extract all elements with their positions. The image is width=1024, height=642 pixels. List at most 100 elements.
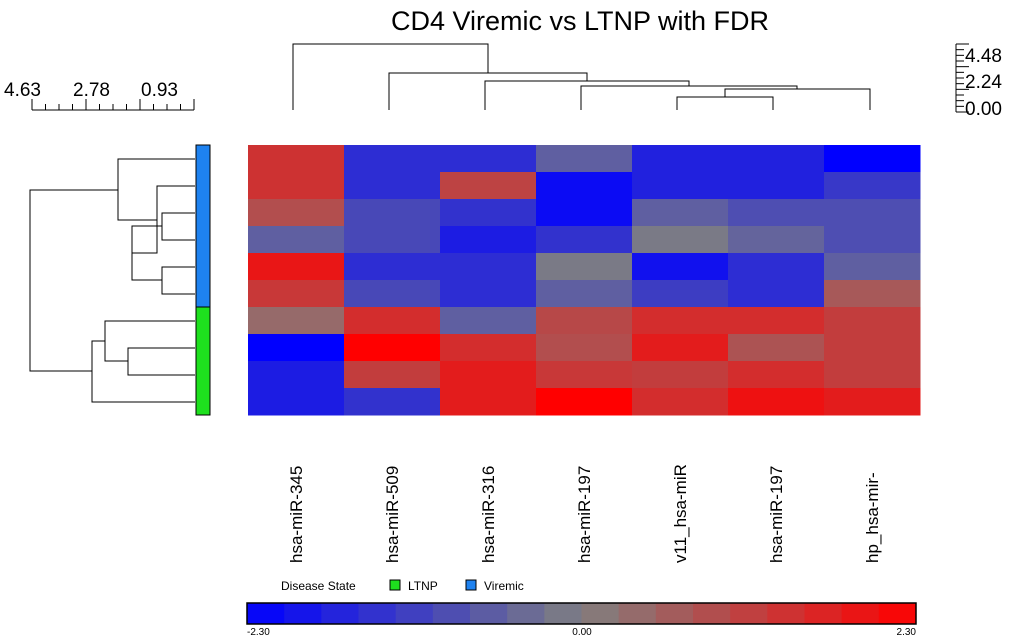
heatmap-cell bbox=[824, 334, 921, 362]
heatmap-cell bbox=[824, 199, 921, 227]
heatmap-cell bbox=[536, 253, 633, 281]
row-distance-scale: 4.63 2.78 0.93 bbox=[4, 80, 195, 111]
heatmap-cell bbox=[344, 172, 441, 200]
heatmap-cell bbox=[440, 280, 537, 308]
heatmap-cell bbox=[344, 307, 441, 335]
heatmap-cell bbox=[728, 172, 825, 200]
column-label: hsa-miR-345 bbox=[287, 466, 306, 563]
heatmap-cell bbox=[728, 253, 825, 281]
legend-swatch-viremic bbox=[465, 579, 477, 591]
heatmap-cell bbox=[440, 199, 537, 227]
heatmap-cell bbox=[440, 334, 537, 362]
col-scale-label: 4.48 bbox=[965, 46, 1002, 67]
heatmap-cell bbox=[248, 307, 345, 335]
column-label: hsa-miR-197 bbox=[575, 466, 594, 563]
col-scale-label: 0.00 bbox=[965, 99, 1002, 120]
heatmap-cell bbox=[248, 145, 345, 173]
heatmap-cell bbox=[632, 226, 729, 254]
heatmap-cell bbox=[440, 172, 537, 200]
color-scale-step bbox=[878, 603, 917, 624]
heatmap-cell bbox=[536, 145, 633, 173]
row-scale-label: 0.93 bbox=[141, 80, 178, 101]
group-strip-segment bbox=[195, 306, 211, 416]
group-strip bbox=[195, 144, 211, 416]
legend-label-viremic: Viremic bbox=[484, 579, 524, 593]
heatmap-cell bbox=[536, 280, 633, 308]
color-scale-step bbox=[804, 603, 843, 624]
color-scale-step bbox=[655, 603, 694, 624]
column-label: hsa-miR-197 bbox=[767, 466, 786, 563]
heatmap-cell bbox=[248, 172, 345, 200]
heatmap-cell bbox=[536, 172, 633, 200]
heatmap-cell bbox=[728, 145, 825, 173]
heatmap-cell bbox=[344, 361, 441, 389]
heatmap-cell bbox=[344, 388, 441, 416]
column-distance-scale: 4.48 2.24 0.00 bbox=[955, 43, 1002, 120]
heatmap-cell bbox=[824, 253, 921, 281]
heatmap-cell bbox=[728, 226, 825, 254]
heatmap-cell bbox=[824, 307, 921, 335]
heatmap-cell bbox=[344, 253, 441, 281]
column-label: v11_hsa-miR bbox=[671, 464, 690, 563]
heatmap-cell bbox=[824, 388, 921, 416]
column-label: hsa-miR-316 bbox=[479, 466, 498, 563]
heatmap-cell bbox=[728, 361, 825, 389]
color-scale-max-label: 2.30 bbox=[897, 627, 917, 638]
color-scale-step bbox=[693, 603, 731, 624]
heatmap-cell bbox=[248, 253, 345, 281]
heatmap-cell bbox=[440, 388, 537, 416]
heatmap-cell bbox=[440, 361, 537, 389]
color-scale: -2.30 0.00 2.30 bbox=[246, 602, 917, 638]
heatmap-cell bbox=[824, 361, 921, 389]
color-scale-step bbox=[358, 603, 397, 624]
color-scale-step bbox=[432, 603, 471, 624]
color-scale-step bbox=[284, 603, 322, 624]
column-label: hp_hsa-mir- bbox=[863, 472, 882, 563]
column-dendrogram bbox=[292, 43, 871, 110]
legend-swatch-ltnp bbox=[389, 579, 401, 591]
heatmap-cell bbox=[728, 388, 825, 416]
heatmap-cell bbox=[344, 334, 441, 362]
heatmap-cell bbox=[344, 199, 441, 227]
legend-label-ltnp: LTNP bbox=[408, 579, 438, 593]
color-scale-step bbox=[581, 603, 620, 624]
col-scale-label: 2.24 bbox=[965, 72, 1002, 93]
color-scale-step bbox=[507, 603, 545, 624]
heatmap-cell bbox=[728, 199, 825, 227]
heatmap-cell bbox=[440, 226, 537, 254]
legend-title: Disease State bbox=[281, 579, 356, 593]
color-scale-step bbox=[767, 603, 805, 624]
heatmap-cell bbox=[248, 361, 345, 389]
heatmap-cell bbox=[632, 253, 729, 281]
heatmap-cell bbox=[632, 280, 729, 308]
color-scale-step bbox=[470, 603, 508, 624]
heatmap-cell bbox=[344, 280, 441, 308]
heatmap-cell bbox=[536, 361, 633, 389]
heatmap-cell bbox=[248, 226, 345, 254]
heatmap-cell bbox=[632, 361, 729, 389]
heatmap-cell bbox=[824, 280, 921, 308]
chart-title: CD4 Viremic vs LTNP with FDR bbox=[390, 6, 770, 36]
heatmap-cell bbox=[728, 280, 825, 308]
color-scale-step bbox=[321, 603, 359, 624]
heatmap-cell bbox=[632, 145, 729, 173]
heatmap-cell bbox=[536, 307, 633, 335]
heatmap-cell bbox=[536, 388, 633, 416]
color-scale-step bbox=[618, 603, 657, 624]
heatmap-cell bbox=[728, 307, 825, 335]
heatmap-cell bbox=[248, 334, 345, 362]
heatmap-cell bbox=[536, 334, 633, 362]
legend: Disease State LTNP Viremic bbox=[281, 579, 524, 593]
heatmap-cell bbox=[248, 199, 345, 227]
heatmap-cell bbox=[824, 145, 921, 173]
heatmap-cell bbox=[440, 307, 537, 335]
color-scale-mid-label: 0.00 bbox=[572, 627, 592, 638]
color-scale-min-label: -2.30 bbox=[247, 627, 270, 638]
column-label: hsa-miR-509 bbox=[383, 466, 402, 563]
heatmap-cell bbox=[440, 145, 537, 173]
heatmap-cell bbox=[632, 388, 729, 416]
heatmap-cell bbox=[344, 226, 441, 254]
heatmap-cells bbox=[248, 145, 921, 416]
heatmap-cell bbox=[248, 388, 345, 416]
